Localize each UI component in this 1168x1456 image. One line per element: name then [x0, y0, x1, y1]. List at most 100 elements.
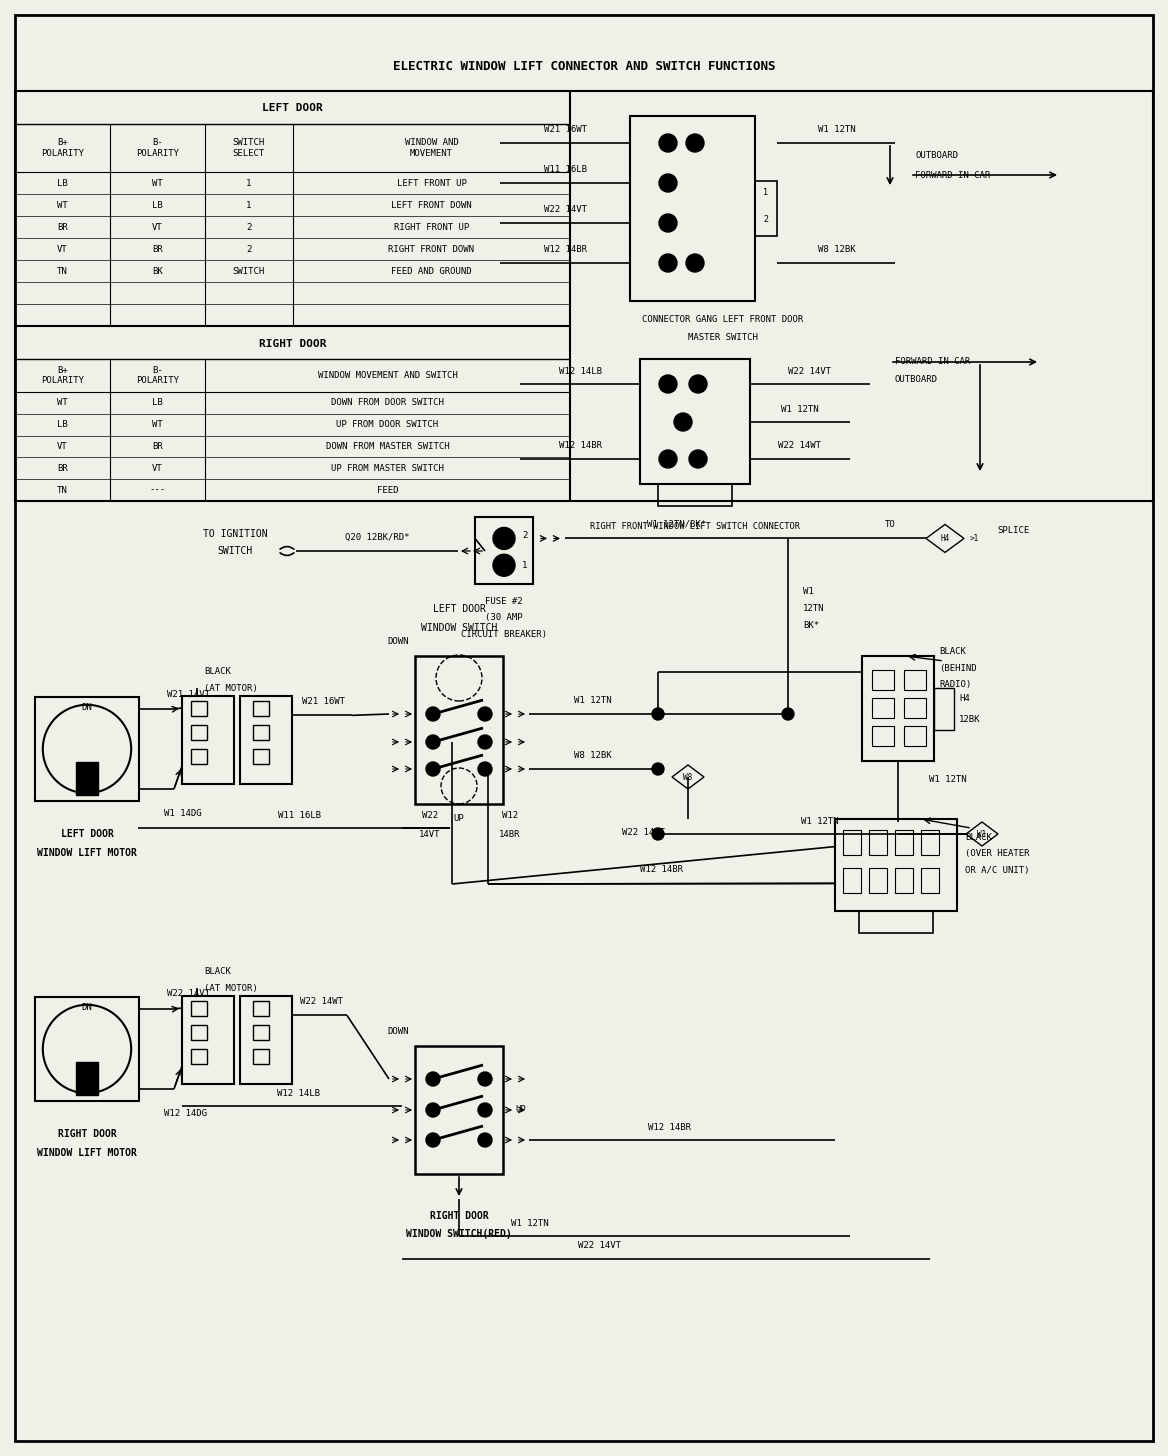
Text: BR: BR — [152, 443, 162, 451]
Bar — [860, 911, 932, 933]
Text: W1 12TN: W1 12TN — [930, 775, 967, 783]
Text: BK: BK — [152, 266, 162, 275]
Text: RIGHT FRONT WINDOW LIFT SWITCH CONNECTOR: RIGHT FRONT WINDOW LIFT SWITCH CONNECTOR — [590, 521, 800, 530]
Circle shape — [493, 555, 515, 577]
Bar — [630, 116, 755, 301]
Text: (BEHIND: (BEHIND — [939, 664, 976, 673]
Bar — [843, 830, 861, 855]
Bar — [239, 696, 292, 783]
Text: FEED AND GROUND: FEED AND GROUND — [391, 266, 472, 275]
Text: OUTBOARD: OUTBOARD — [895, 374, 938, 383]
Text: TN: TN — [57, 486, 68, 495]
Text: LEFT DOOR: LEFT DOOR — [262, 103, 322, 114]
Text: WINDOW LIFT MOTOR: WINDOW LIFT MOTOR — [37, 1147, 137, 1158]
Text: ---: --- — [150, 486, 166, 495]
Bar — [35, 697, 139, 801]
Text: W22 14WT: W22 14WT — [300, 997, 343, 1006]
Circle shape — [659, 214, 677, 232]
Bar — [475, 517, 533, 584]
Text: W21 14VT: W21 14VT — [167, 690, 210, 699]
Text: LB: LB — [152, 399, 162, 408]
Text: W1 12TN: W1 12TN — [575, 696, 612, 705]
Text: LB: LB — [57, 421, 68, 430]
Text: H4: H4 — [940, 534, 950, 543]
Text: W21 16WT: W21 16WT — [303, 697, 346, 706]
Text: W12 14BR: W12 14BR — [647, 1123, 690, 1131]
Text: 1: 1 — [246, 179, 251, 188]
Text: W1 12TN: W1 12TN — [781, 405, 819, 414]
Bar — [904, 697, 926, 718]
Text: 2: 2 — [246, 223, 251, 232]
Text: W1 12TN: W1 12TN — [510, 1219, 548, 1227]
Circle shape — [659, 175, 677, 192]
Circle shape — [659, 450, 677, 467]
Text: TN: TN — [57, 266, 68, 275]
Circle shape — [426, 761, 440, 776]
Text: DOWN: DOWN — [387, 636, 409, 645]
Bar — [253, 1025, 269, 1040]
Text: W12 14DG: W12 14DG — [164, 1108, 207, 1118]
Circle shape — [426, 735, 440, 748]
Circle shape — [652, 763, 663, 775]
Text: VT: VT — [152, 223, 162, 232]
Text: WT: WT — [57, 201, 68, 210]
Text: OR A/C UNIT): OR A/C UNIT) — [965, 866, 1029, 875]
Text: WT: WT — [152, 179, 162, 188]
Text: UP: UP — [515, 1105, 526, 1114]
Bar — [835, 818, 957, 911]
Circle shape — [426, 1133, 440, 1147]
Bar — [872, 727, 894, 745]
Text: W8 12BK: W8 12BK — [819, 246, 856, 255]
Text: W1 14DG: W1 14DG — [164, 808, 202, 817]
Text: BLACK: BLACK — [965, 833, 992, 842]
Text: CONNECTOR GANG LEFT FRONT DOOR: CONNECTOR GANG LEFT FRONT DOOR — [642, 314, 804, 323]
Text: LEFT DOOR: LEFT DOOR — [432, 604, 486, 614]
Bar — [76, 761, 98, 795]
Text: B+
POLARITY: B+ POLARITY — [41, 138, 84, 157]
Circle shape — [426, 1072, 440, 1086]
Text: BR: BR — [152, 245, 162, 253]
Bar — [895, 830, 913, 855]
Text: CIRCUIT BREAKER): CIRCUIT BREAKER) — [461, 629, 547, 639]
Text: 1: 1 — [522, 561, 528, 569]
Bar — [192, 700, 207, 716]
Text: W8: W8 — [683, 773, 693, 782]
Text: TO IGNITION: TO IGNITION — [203, 529, 267, 539]
Circle shape — [689, 376, 707, 393]
Text: WINDOW AND
MOVEMENT: WINDOW AND MOVEMENT — [404, 138, 458, 157]
Circle shape — [478, 761, 492, 776]
Bar — [904, 670, 926, 690]
Text: LB: LB — [57, 179, 68, 188]
Text: W22 14VT: W22 14VT — [623, 828, 665, 837]
Text: VT: VT — [57, 245, 68, 253]
Text: W12 14BR: W12 14BR — [543, 246, 586, 255]
Text: WT: WT — [152, 421, 162, 430]
Text: MASTER SWITCH: MASTER SWITCH — [688, 332, 757, 342]
Bar — [869, 830, 887, 855]
Text: 2: 2 — [522, 531, 528, 540]
Text: BLACK: BLACK — [939, 646, 966, 655]
Text: W11 16LB: W11 16LB — [278, 811, 321, 820]
Text: FORWARD IN CAR: FORWARD IN CAR — [895, 358, 971, 367]
Text: 12BK: 12BK — [959, 715, 980, 724]
Text: 1: 1 — [764, 188, 769, 197]
Bar — [253, 700, 269, 716]
Text: W12 14LB: W12 14LB — [558, 367, 602, 376]
Circle shape — [783, 708, 794, 721]
Circle shape — [652, 828, 663, 840]
Text: SWITCH: SWITCH — [232, 266, 265, 275]
Text: (AT MOTOR): (AT MOTOR) — [204, 683, 258, 693]
Circle shape — [426, 708, 440, 721]
Text: WT: WT — [57, 399, 68, 408]
Bar — [415, 657, 503, 804]
Text: (30 AMP: (30 AMP — [485, 613, 523, 622]
Text: BR: BR — [57, 223, 68, 232]
Circle shape — [659, 134, 677, 151]
Text: DOWN: DOWN — [387, 1026, 409, 1035]
Bar — [192, 1025, 207, 1040]
Bar — [872, 697, 894, 718]
Bar — [192, 1048, 207, 1064]
Text: W1 12TN: W1 12TN — [801, 817, 839, 826]
Text: W11 16LB: W11 16LB — [543, 166, 586, 175]
Text: W22 14VT: W22 14VT — [543, 205, 586, 214]
